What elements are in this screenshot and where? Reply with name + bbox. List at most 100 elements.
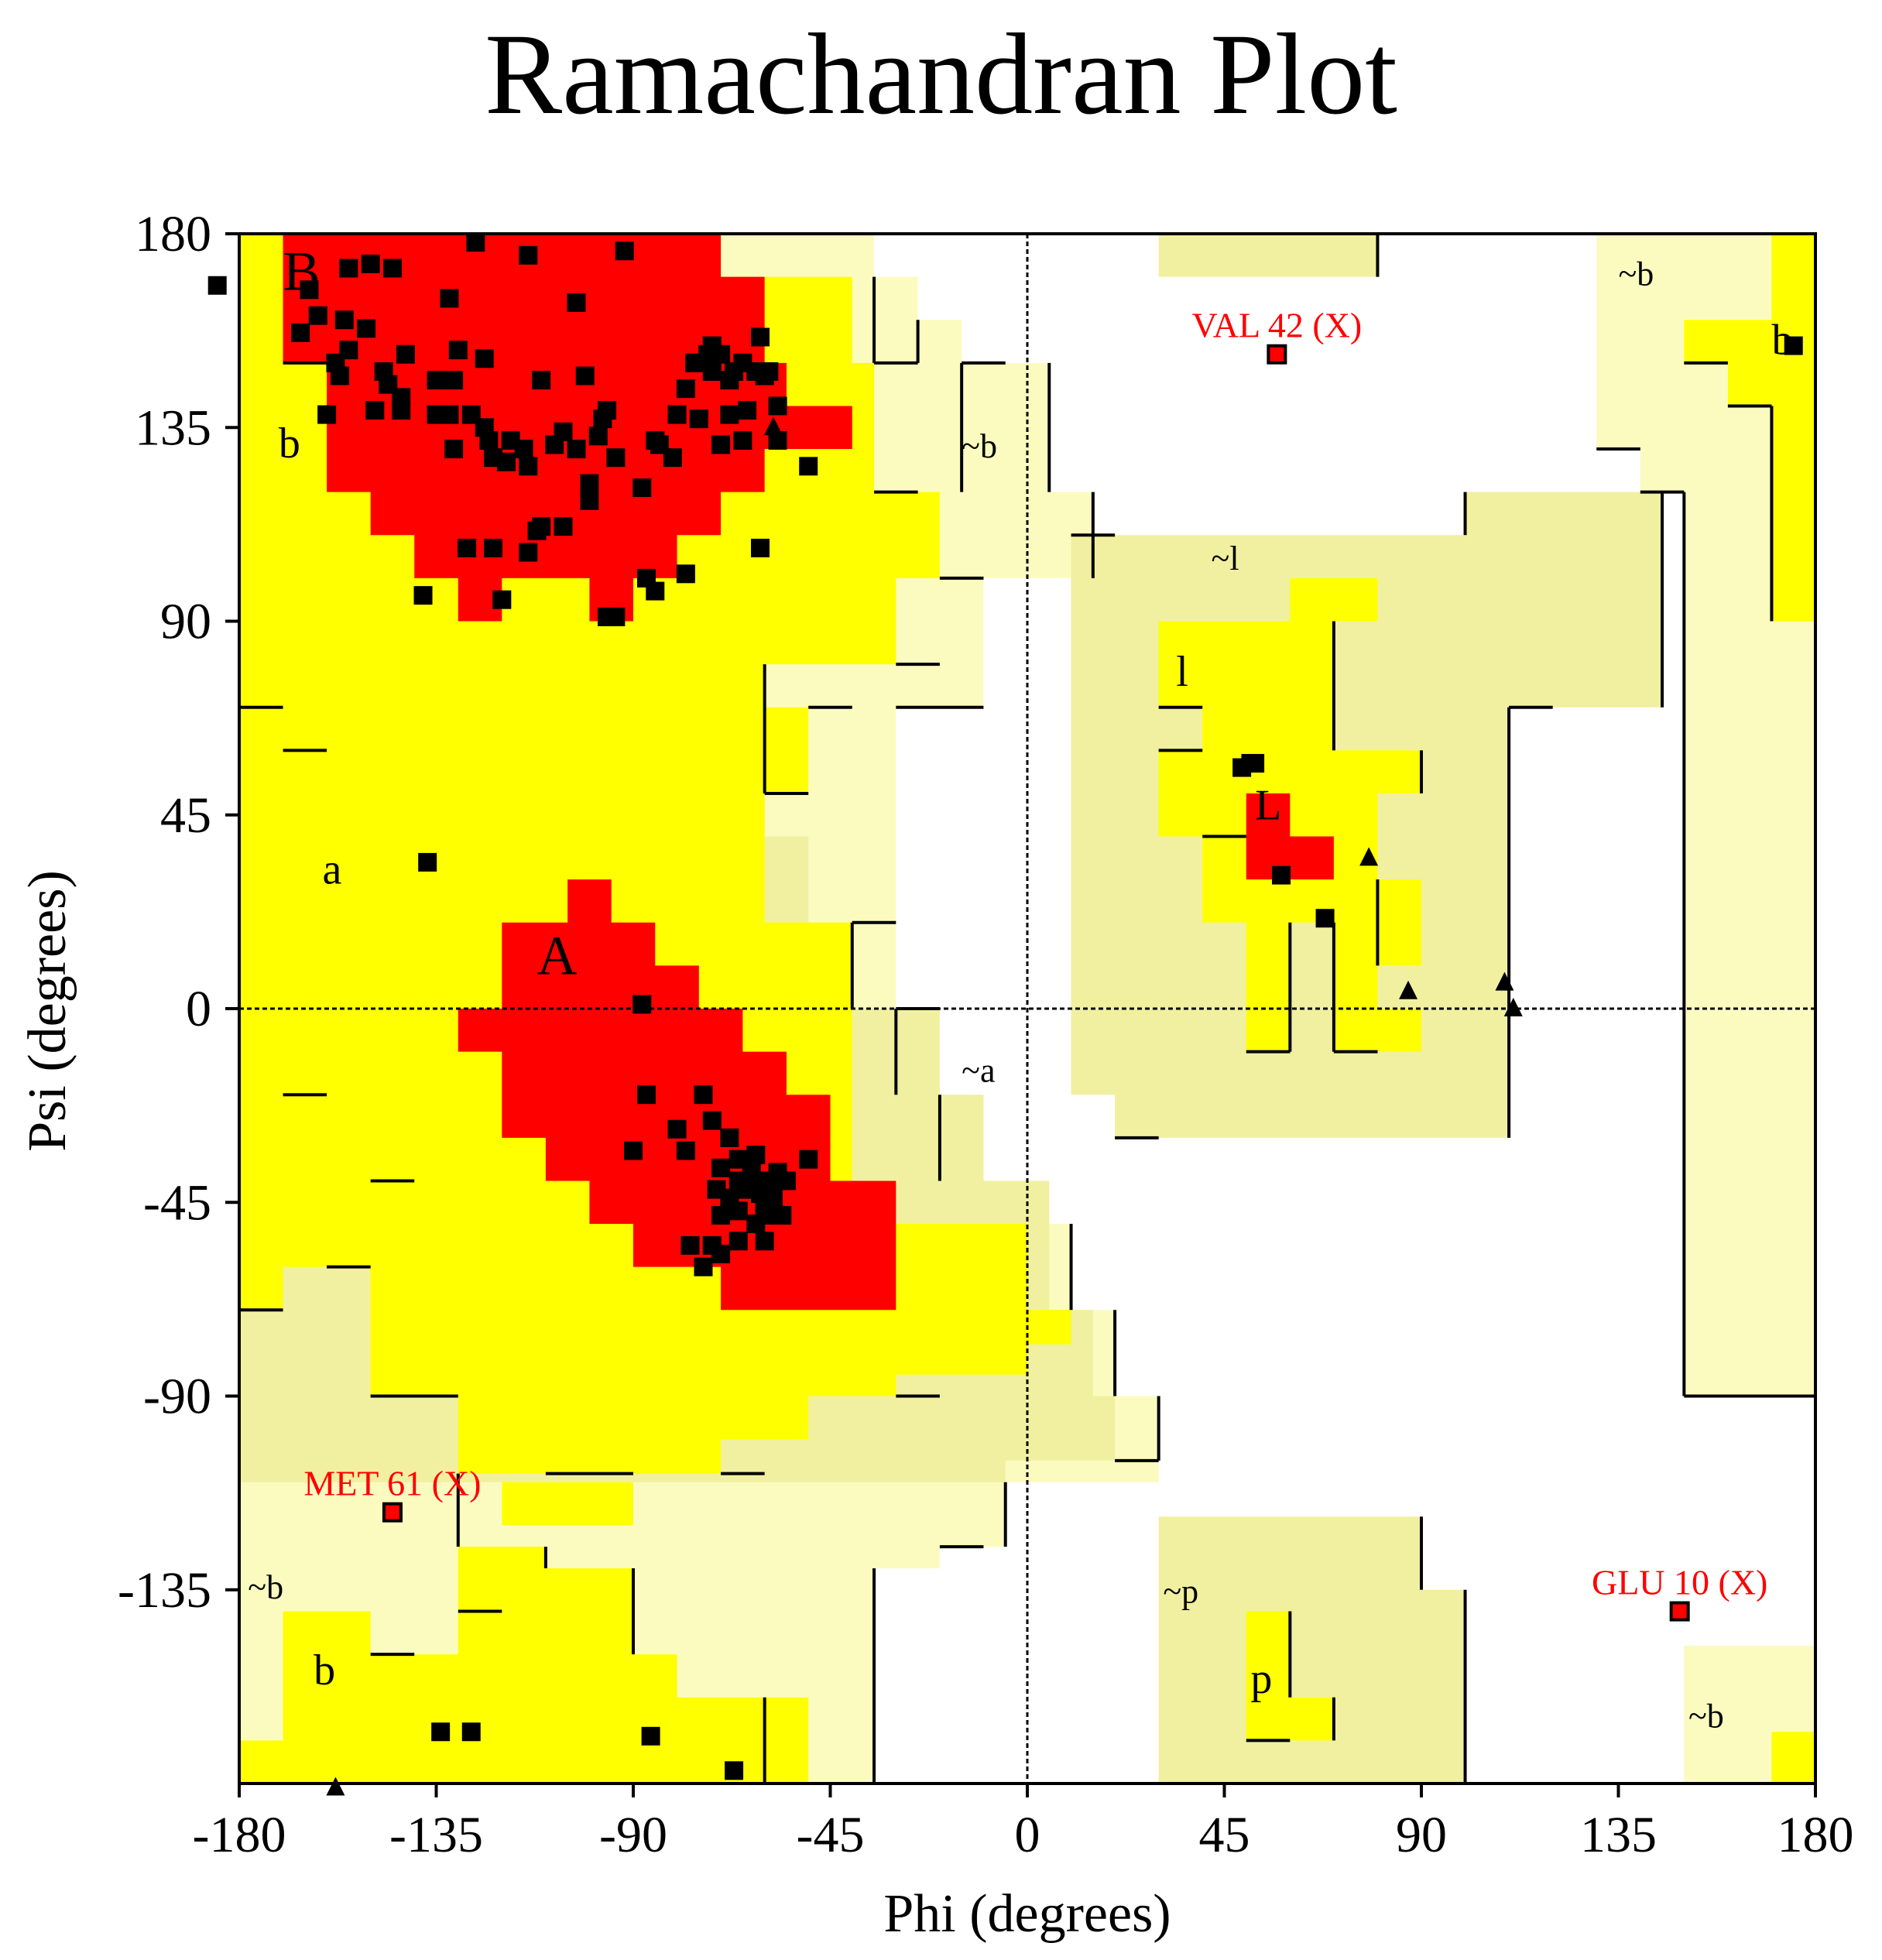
residue-point: [711, 344, 731, 364]
residue-point: [461, 1722, 481, 1742]
x-tick-label: -180: [193, 1807, 286, 1863]
residue-point: [606, 448, 626, 468]
residue-point: [357, 319, 376, 338]
residue-point: [755, 1232, 774, 1251]
region-allowed-bottom: [239, 1547, 809, 1784]
residue-point: [466, 233, 485, 252]
residue-point: [580, 474, 599, 493]
residue-point: [799, 457, 818, 476]
residue-point: [396, 344, 415, 364]
region-generous-p: [1158, 1516, 1465, 1784]
glycine-point: [1495, 971, 1514, 991]
x-tick-label: -135: [389, 1807, 483, 1863]
region-label: ~a: [962, 1052, 995, 1090]
axes-layer: -180 -135 -90 -45 0 45 90 135 180 180 135 90 45 0 -45 -…: [118, 206, 1853, 1863]
x-tick-label: -90: [599, 1807, 667, 1863]
residue-point: [689, 409, 708, 429]
residue-point: [1272, 865, 1291, 885]
residue-point: [444, 440, 464, 459]
outlier-label: MET 61 (X): [303, 1464, 481, 1503]
residue-point: [646, 581, 665, 601]
chart-title: Ramachandran Plot: [485, 10, 1397, 139]
residue-point: [694, 1257, 713, 1276]
residue-point: [641, 1726, 660, 1746]
residue-point: [475, 349, 494, 368]
residue-point: [768, 396, 787, 416]
residue-point: [733, 430, 752, 450]
region-generous-top: [1158, 234, 1378, 277]
residue-point: [711, 1158, 731, 1177]
residue-point: [492, 590, 512, 609]
residue-point: [711, 1205, 731, 1225]
residue-point: [496, 452, 516, 471]
residue-point: [751, 538, 770, 557]
residue-point: [663, 448, 682, 468]
residue-point: [759, 362, 779, 381]
residue-point: [598, 607, 617, 626]
residue-point: [1246, 754, 1265, 773]
residue-point: [702, 1111, 722, 1130]
residue-point: [392, 401, 411, 420]
residue-point: [615, 242, 634, 261]
y-tick-label: -135: [118, 1562, 211, 1619]
residue-point: [720, 1128, 739, 1147]
outlier-label: VAL 42 (X): [1191, 306, 1362, 345]
y-tick-label: 90: [160, 594, 211, 650]
region-label: l: [1176, 648, 1188, 696]
residue-point: [431, 1722, 451, 1742]
residue-point: [545, 435, 564, 454]
x-tick-label: 0: [1015, 1807, 1040, 1863]
region-label: b: [279, 420, 300, 468]
residue-point: [308, 306, 327, 325]
residue-point: [427, 371, 446, 390]
residue-point: [676, 1141, 695, 1160]
x-axis-label: Phi (degrees): [883, 1884, 1171, 1944]
residue-point: [334, 310, 354, 330]
region-allowed-right-bottom: [1771, 1732, 1815, 1784]
residue-point: [207, 276, 227, 295]
residue-point: [440, 405, 459, 424]
residue-point: [636, 1085, 656, 1105]
residue-point: [501, 430, 520, 450]
glycine-point: [326, 1777, 345, 1796]
region-label: ~b: [1619, 255, 1654, 293]
residue-point: [593, 409, 612, 429]
x-tick-label: 90: [1396, 1807, 1447, 1863]
y-tick-label: -45: [143, 1174, 211, 1231]
residue-point: [532, 371, 551, 390]
outlier-point: [1669, 1601, 1690, 1622]
residue-point: [751, 327, 770, 347]
residue-point: [707, 1180, 726, 1199]
residue-point: [1784, 336, 1803, 355]
residue-point: [331, 366, 350, 385]
residue-point: [554, 517, 573, 536]
x-tick-label: 45: [1199, 1807, 1250, 1863]
region-label: a: [322, 846, 341, 894]
outlier-point: [382, 1502, 403, 1523]
region-label: b: [314, 1646, 335, 1694]
residue-point: [317, 405, 337, 424]
residue-point: [694, 1085, 713, 1105]
residue-point: [418, 852, 437, 872]
x-tick-label: -45: [797, 1807, 865, 1863]
region-label: ~l: [1212, 540, 1239, 577]
glycine-point: [763, 416, 783, 436]
residue-point: [588, 427, 608, 446]
residue-point: [680, 1235, 700, 1255]
x-tick-label: 180: [1777, 1807, 1854, 1863]
residue-point: [725, 1761, 744, 1780]
residue-point: [632, 995, 652, 1014]
residue-point: [676, 379, 695, 399]
residue-point: [1315, 909, 1335, 928]
residue-point: [711, 435, 731, 454]
region-label: L: [1255, 781, 1281, 829]
outlier-label: GLU 10 (X): [1592, 1563, 1767, 1602]
y-tick-label: -90: [143, 1369, 211, 1425]
y-tick-label: 45: [160, 787, 211, 844]
region-allowed-small: [1027, 1310, 1071, 1345]
residue-point: [567, 293, 586, 312]
region-allowed-bottom-small: [502, 1482, 633, 1526]
residue-point: [624, 1141, 643, 1160]
residue-point: [667, 405, 687, 424]
